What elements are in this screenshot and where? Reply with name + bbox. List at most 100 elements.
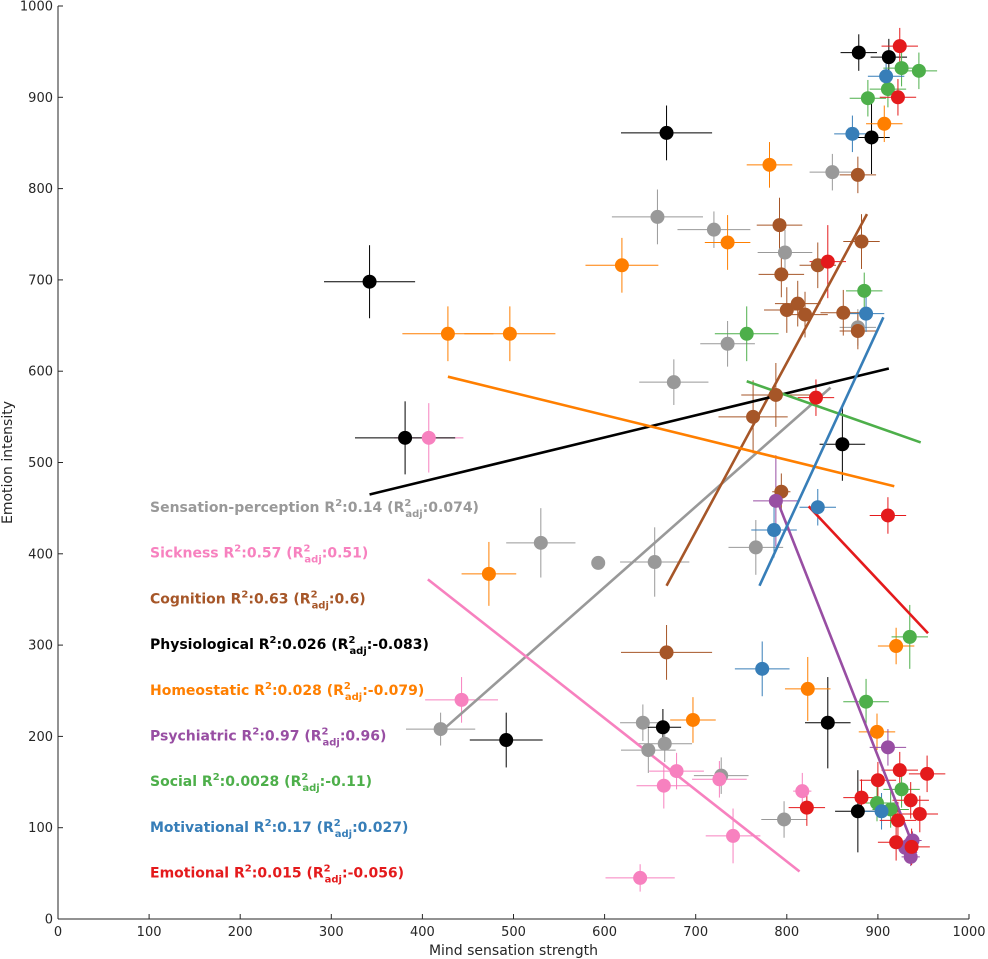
regression-line: [807, 505, 929, 635]
y-tick-label: 0: [45, 913, 53, 928]
legend-r2-label: R: [254, 637, 270, 653]
legend-superscript: 2: [270, 635, 277, 646]
data-point: [591, 555, 606, 570]
y-tick-label: 100: [28, 821, 53, 836]
legend-superscript: 2: [322, 727, 329, 738]
legend-r2adj-value: :0.074): [423, 500, 479, 516]
x-tick-label: 700: [683, 925, 708, 940]
data-point: [879, 69, 894, 84]
data-point: [533, 535, 548, 550]
data-point: [877, 116, 892, 131]
data-point: [768, 493, 783, 508]
legend-r2-value: :0.015: [252, 866, 302, 882]
data-point: [720, 336, 735, 351]
data-point: [440, 326, 455, 341]
data-point: [767, 523, 782, 538]
legend-superscript: 2: [241, 589, 248, 600]
data-point: [777, 812, 792, 827]
legend-superscript: 2: [311, 589, 318, 600]
data-point: [635, 715, 650, 730]
data-points: [362, 39, 935, 885]
x-axis-label: Mind sensation strength: [429, 943, 598, 959]
data-point: [800, 681, 815, 696]
data-point: [850, 324, 865, 339]
data-point: [825, 165, 840, 180]
data-point: [894, 61, 909, 76]
data-point: [912, 807, 927, 822]
data-point: [902, 629, 917, 644]
legend-r2-label: R: [320, 500, 336, 516]
data-point: [920, 766, 935, 781]
data-point: [892, 39, 907, 54]
regression-line: [427, 578, 801, 873]
legend-subscript: adj: [302, 783, 319, 794]
legend-r2-label: R: [219, 546, 235, 562]
data-point: [881, 50, 896, 65]
y-tick-label: 600: [28, 365, 53, 380]
data-point: [726, 828, 741, 843]
data-point: [820, 715, 835, 730]
legend-r2adj-label: (R: [312, 820, 334, 836]
y-tick-label: 300: [28, 639, 53, 654]
data-point: [790, 296, 805, 311]
data-point: [748, 540, 763, 555]
data-point: [889, 835, 904, 850]
regression-line: [774, 496, 918, 854]
data-point: [712, 772, 727, 787]
legend-superscript: 2: [348, 635, 355, 646]
x-tick-label: 300: [319, 925, 344, 940]
data-point: [880, 740, 895, 755]
legend-r2adj-label: (R: [281, 546, 303, 562]
legend-superscript: 2: [265, 681, 272, 692]
data-point: [820, 254, 835, 269]
y-tick-label: 200: [28, 730, 53, 745]
data-point: [810, 500, 825, 515]
legend-r2-value: :0.17: [272, 820, 312, 836]
data-point: [739, 326, 754, 341]
legend-superscript: 2: [335, 498, 342, 509]
data-point: [421, 430, 436, 445]
y-tick-label: 800: [28, 182, 53, 197]
regression-line: [369, 367, 890, 496]
legend-r2adj-label: (R: [299, 729, 321, 745]
data-point: [870, 773, 885, 788]
data-point: [755, 661, 770, 676]
data-point: [362, 274, 377, 289]
legend-superscript: 2: [234, 544, 241, 555]
legend-series-name: Motivational: [150, 820, 249, 836]
data-point: [685, 712, 700, 727]
regression-line: [439, 386, 832, 733]
legend-subscript: adj: [349, 646, 366, 657]
legend-r2-value: :0.97: [259, 729, 299, 745]
data-point: [894, 782, 909, 797]
legend-superscript: 2: [245, 864, 252, 875]
legend-r2-value: :0.028: [272, 683, 322, 699]
y-axis-label: Emotion intensity: [0, 401, 16, 524]
y-tick-label: 700: [28, 273, 53, 288]
data-point: [854, 790, 869, 805]
x-tick-label: 800: [774, 925, 799, 940]
x-ticks: 0 100 200 300 400 500 600 700 800 900 1000: [54, 914, 986, 940]
data-point: [779, 303, 794, 318]
legend-r2adj-value: :-0.083): [367, 637, 429, 653]
data-point: [795, 784, 810, 799]
x-tick-label: 100: [137, 925, 162, 940]
legend-r2-label: R: [249, 820, 265, 836]
data-point: [890, 90, 905, 105]
legend-r2-value: :0.14: [342, 500, 382, 516]
data-point: [836, 305, 851, 320]
data-point: [904, 839, 919, 854]
x-tick-label: 400: [410, 925, 435, 940]
regression-lines: [369, 213, 929, 873]
data-point: [892, 763, 907, 778]
legend-entry: Sickness R2:0.57 (R2 adj:0.51): [150, 544, 368, 566]
legend-superscript: 2: [301, 772, 308, 783]
legend-superscript: 2: [265, 818, 272, 829]
data-point: [864, 130, 879, 145]
legend-r2adj-value: :-0.11): [320, 774, 372, 790]
legend-series-name: Sensation-perception: [150, 500, 320, 516]
data-point: [857, 283, 872, 298]
legend-r2adj-label: (R: [326, 637, 348, 653]
